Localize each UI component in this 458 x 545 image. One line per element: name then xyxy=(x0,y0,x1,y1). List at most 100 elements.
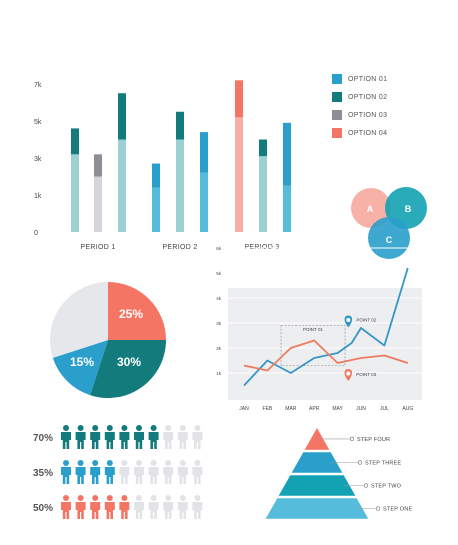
bar-segment-lower xyxy=(259,156,267,232)
person-body xyxy=(61,467,71,484)
person-icon xyxy=(61,425,71,449)
bar-segment-lower xyxy=(200,172,208,232)
person-body xyxy=(177,432,188,449)
person-icon xyxy=(61,460,71,484)
bar-segment-lower xyxy=(235,117,243,232)
person-body xyxy=(75,502,86,519)
person-head xyxy=(77,425,84,431)
person-icon xyxy=(177,495,188,519)
person-body xyxy=(192,432,203,449)
person-body xyxy=(90,432,101,449)
point-marker-dot xyxy=(346,371,351,376)
pyramid-level-label: STEP ONE xyxy=(383,507,412,513)
line-annotation-label: POINT 01 xyxy=(303,327,323,332)
person-icon xyxy=(75,425,86,449)
person-head xyxy=(77,460,84,466)
pictograph-row-label: 50% xyxy=(33,503,53,514)
line-xtick-label: AUG xyxy=(402,406,413,412)
person-body xyxy=(163,432,174,449)
person-body xyxy=(133,502,144,519)
pie-slice-label: 30% xyxy=(117,355,141,369)
legend-item-option-01: OPTION 01 xyxy=(332,70,442,88)
bar-segment-lower xyxy=(71,154,79,232)
line-ytick-label: 4k xyxy=(216,296,222,301)
person-icon xyxy=(192,460,203,484)
point-marker-icon xyxy=(344,315,353,328)
person-body xyxy=(192,467,203,484)
line-ytick-label: 5k xyxy=(216,271,222,276)
bar-segment-lower xyxy=(94,176,102,232)
pyramid-leader-dot xyxy=(357,460,363,465)
pyramid-leader-dot xyxy=(363,483,369,488)
bar-segment-upper xyxy=(200,132,208,173)
venn-label-c: C xyxy=(386,235,393,245)
person-head xyxy=(165,495,172,501)
person-head xyxy=(121,425,128,431)
person-head xyxy=(106,460,113,466)
person-icon xyxy=(104,495,115,519)
person-body xyxy=(75,467,86,484)
bar-segment-upper xyxy=(71,128,79,155)
person-body xyxy=(148,432,159,449)
person-icon xyxy=(133,495,144,519)
bar-category-label: PERIOD 1 xyxy=(80,244,115,251)
bar-segment-upper xyxy=(283,122,291,186)
person-body xyxy=(119,467,130,484)
line-xtick-label: APR xyxy=(309,406,320,412)
person-icon xyxy=(177,460,188,484)
person-body xyxy=(61,432,71,449)
line-annotation-label: POINT 03 xyxy=(356,372,376,377)
bar-ytick-label: 7k xyxy=(34,82,42,89)
legend-item-option-04: OPTION 04 xyxy=(332,124,442,142)
pictograph-row-label: 35% xyxy=(33,468,53,479)
bar-segment-upper xyxy=(94,154,102,177)
line-annotation-label: POINT 02 xyxy=(356,318,376,323)
person-icon xyxy=(90,425,101,449)
bar-segment-upper xyxy=(235,80,243,118)
pyramid-level xyxy=(265,498,369,519)
pie-slice xyxy=(90,340,166,399)
person-icon xyxy=(90,495,101,519)
person-icon xyxy=(75,460,86,484)
legend-label-option-03: OPTION 03 xyxy=(348,111,388,119)
person-head xyxy=(179,460,186,466)
person-body xyxy=(177,467,188,484)
person-head xyxy=(77,495,84,501)
person-head xyxy=(179,495,186,501)
person-icon xyxy=(119,425,130,449)
pie-slice xyxy=(50,282,108,358)
bar-ytick-label: 5k xyxy=(34,119,42,126)
pyramid-level xyxy=(304,428,330,450)
person-icon xyxy=(192,495,203,519)
venn-label-b: B xyxy=(405,204,412,214)
pie-slice-label: 15% xyxy=(70,355,94,369)
person-head xyxy=(165,460,172,466)
legend-label-option-01: OPTION 01 xyxy=(348,75,388,83)
person-head xyxy=(165,425,172,431)
line-ytick-label: 1k xyxy=(216,371,222,376)
pie-slice-label: 25% xyxy=(119,307,143,321)
person-icon xyxy=(133,425,144,449)
person-icon xyxy=(104,460,115,484)
bar-legend: OPTION 01 OPTION 02 OPTION 03 OPTION 04 xyxy=(332,70,442,142)
line-ytick-label: 3k xyxy=(216,321,222,326)
person-head xyxy=(179,425,186,431)
person-body xyxy=(90,467,101,484)
bar-ytick-label: 0 xyxy=(34,230,38,237)
person-icon xyxy=(90,460,101,484)
pyramid-level-label: STEP FOUR xyxy=(357,437,390,443)
person-body xyxy=(163,502,174,519)
legend-swatch-option-02 xyxy=(332,92,342,102)
line-xtick-label: JUN xyxy=(356,406,366,412)
person-body xyxy=(163,467,174,484)
person-head xyxy=(194,425,201,431)
bar-ytick-label: 1k xyxy=(34,193,42,200)
bar-segment-upper xyxy=(118,93,126,140)
person-body xyxy=(104,502,115,519)
person-body xyxy=(148,467,159,484)
pyramid-level xyxy=(278,475,356,496)
bar-segment-lower xyxy=(152,187,160,232)
line-annotation-box xyxy=(280,325,346,367)
person-body xyxy=(133,432,144,449)
legend-label-option-02: OPTION 02 xyxy=(348,93,388,101)
